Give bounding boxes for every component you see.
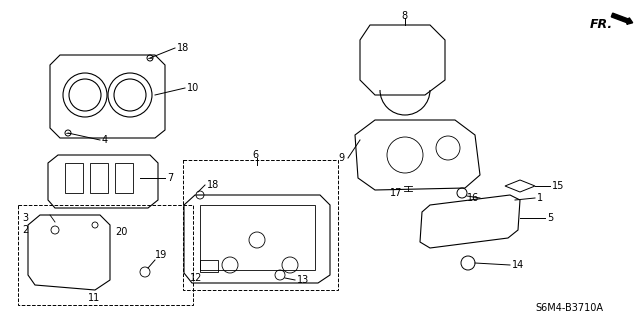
Text: 7: 7 (167, 173, 173, 183)
Text: 14: 14 (512, 260, 524, 270)
Text: 18: 18 (177, 43, 189, 53)
Text: 10: 10 (187, 83, 199, 93)
Text: 1: 1 (537, 193, 543, 203)
Text: 9: 9 (338, 153, 344, 163)
Text: 17: 17 (390, 188, 403, 198)
Text: 3: 3 (22, 213, 28, 223)
Text: 13: 13 (297, 275, 309, 285)
Text: 4: 4 (102, 135, 108, 145)
Text: 20: 20 (115, 227, 127, 237)
Text: 16: 16 (467, 193, 479, 203)
Text: 15: 15 (552, 181, 564, 191)
Text: 19: 19 (155, 250, 167, 260)
Text: 11: 11 (88, 293, 100, 303)
Bar (18, 205, 193, 305)
Bar (200, 205, 315, 270)
Text: 2: 2 (22, 225, 28, 235)
Text: 8: 8 (401, 11, 407, 21)
Text: 6: 6 (252, 150, 258, 160)
Text: S6M4-B3710A: S6M4-B3710A (535, 303, 603, 313)
Text: 18: 18 (207, 180, 220, 190)
Text: 12: 12 (190, 273, 202, 283)
Bar (115, 163, 133, 193)
FancyArrow shape (611, 13, 633, 24)
Text: FR.: FR. (590, 18, 613, 31)
Bar (90, 163, 108, 193)
Bar (183, 160, 338, 290)
Text: 5: 5 (547, 213, 553, 223)
Bar (65, 163, 83, 193)
Bar (200, 260, 218, 272)
